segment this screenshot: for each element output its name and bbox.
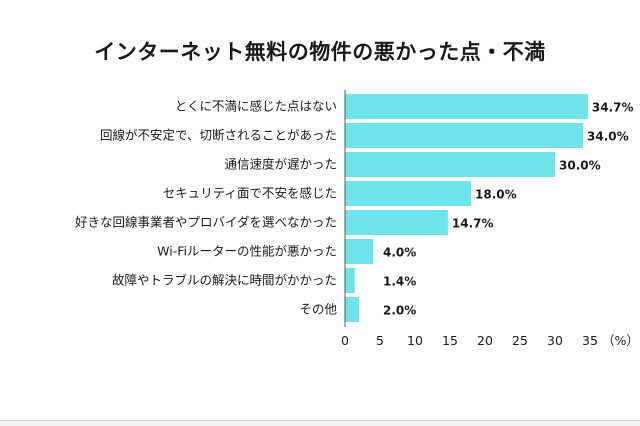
category-label: 回線が不安定で、切断されることがあった: [100, 128, 337, 143]
category-label: 通信速度が遅かった: [224, 157, 337, 172]
bar: [345, 268, 355, 293]
bar: [345, 297, 359, 322]
category-label: 故障やトラブルの解決に時間がかかった: [112, 273, 337, 288]
value-label: 1.4%: [383, 275, 416, 289]
bar: [345, 210, 448, 235]
chart-title: インターネット無料の物件の悪かった点・不満: [94, 40, 546, 64]
x-tick-label: 10: [407, 333, 423, 348]
x-tick-label: 5: [376, 333, 384, 348]
x-tick-label: 20: [477, 333, 493, 348]
bar: [345, 239, 373, 264]
bar: [345, 123, 583, 148]
x-tick-label: 25: [512, 333, 528, 348]
category-label: とくに不満に感じた点はない: [175, 99, 337, 114]
value-label: 14.7%: [452, 217, 494, 231]
value-label: 2.0%: [383, 304, 416, 318]
category-label: その他: [299, 302, 337, 317]
category-label: Wi-Fiルーターの性能が悪かった: [157, 244, 337, 259]
value-label: 34.0%: [587, 130, 629, 144]
value-label: 4.0%: [383, 246, 416, 260]
bar: [345, 181, 471, 206]
x-tick-label: 15: [442, 333, 458, 348]
x-tick-label: 30: [547, 333, 563, 348]
category-label: 好きな回線事業者やプロバイダを選べなかった: [75, 215, 337, 230]
x-unit-label: （%）: [602, 333, 639, 348]
bar: [345, 94, 588, 119]
x-tick-label: 35: [582, 333, 598, 348]
x-tick-label: 0: [341, 333, 349, 348]
value-label: 30.0%: [559, 159, 601, 173]
value-label: 18.0%: [475, 188, 517, 202]
value-label: 34.7%: [592, 101, 634, 115]
bar: [345, 152, 555, 177]
category-label: セキュリティ面で不安を感じた: [163, 186, 337, 201]
